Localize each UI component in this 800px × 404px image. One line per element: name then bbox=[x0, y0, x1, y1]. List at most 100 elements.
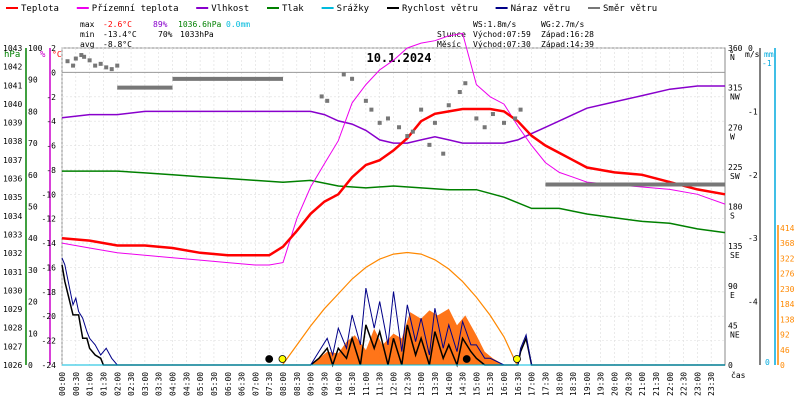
direction-tick: 225 bbox=[728, 163, 743, 172]
stat-max-temp: -2.6°C bbox=[103, 20, 132, 29]
direction-tick: 180 bbox=[728, 203, 743, 212]
humidity-tick: 80 bbox=[28, 107, 38, 116]
wind-direction-point bbox=[350, 76, 355, 81]
humidity-axis-label: % bbox=[40, 50, 46, 60]
x-tick-label: 02:00 bbox=[113, 372, 122, 396]
radiation-tick: 184 bbox=[780, 300, 795, 309]
x-tick-label: 15:00 bbox=[472, 372, 481, 396]
humidity-tick: 90 bbox=[28, 76, 38, 85]
x-tick-label: 14:00 bbox=[445, 372, 454, 396]
temperature-tick: -22 bbox=[42, 337, 57, 346]
pressure-tick: 1030 bbox=[3, 286, 22, 295]
temperature-tick: -20 bbox=[42, 312, 57, 321]
direction-compass-tick: S bbox=[730, 212, 735, 221]
temperature-axis-label: °C bbox=[52, 50, 62, 59]
pressure-tick: 1028 bbox=[3, 324, 22, 333]
wind-direction-point bbox=[341, 72, 346, 77]
sun-rise: Východ:07:59 bbox=[473, 30, 531, 39]
stat-max-hum: 89% bbox=[153, 20, 168, 29]
direction-compass-tick: N bbox=[730, 53, 735, 62]
temperature-tick: -4 bbox=[46, 117, 56, 126]
wind-direction-point bbox=[405, 134, 410, 139]
pressure-tick: 1043 bbox=[3, 44, 22, 53]
temperature-tick: -8 bbox=[46, 166, 56, 175]
event-moonrise bbox=[265, 355, 274, 363]
wind-tick: -2 bbox=[748, 171, 758, 180]
temperature-tick: -2 bbox=[46, 93, 56, 102]
pressure-tick: 1036 bbox=[3, 175, 22, 184]
wind-axis-label: m/s bbox=[745, 50, 760, 59]
x-tick-label: 05:30 bbox=[210, 372, 219, 396]
pressure-tick: 1037 bbox=[3, 156, 22, 165]
stat-avg-temp: -8.8°C bbox=[103, 40, 132, 49]
wind-direction-point bbox=[363, 98, 368, 103]
direction-compass-tick: W bbox=[730, 132, 735, 141]
x-tick-label: 20:00 bbox=[611, 372, 620, 396]
wind-direction-point bbox=[410, 129, 415, 134]
direction-tick: 90 bbox=[728, 282, 738, 291]
legend-label: Srážky bbox=[337, 4, 370, 14]
wind-direction-point bbox=[482, 125, 487, 130]
direction-compass-tick: NW bbox=[730, 93, 740, 102]
stat-wg: WG:2.7m/s bbox=[541, 20, 585, 29]
series-wind-speed bbox=[61, 264, 725, 368]
moon-label: Měsíc bbox=[437, 40, 461, 49]
humidity-tick: 50 bbox=[28, 203, 38, 212]
pressure-tick: 1040 bbox=[3, 100, 22, 109]
wind-direction-point bbox=[104, 65, 109, 70]
wind-direction-point bbox=[490, 112, 495, 117]
radiation-tick: 46 bbox=[780, 346, 790, 355]
wind-direction-point bbox=[427, 142, 432, 147]
stat-avg-label: avg bbox=[80, 40, 95, 49]
x-tick-label: 14:30 bbox=[459, 372, 468, 396]
pressure-tick: 1031 bbox=[3, 268, 22, 277]
radiation-tick: 414 bbox=[780, 224, 795, 233]
stat-max-precip: 0.0mm bbox=[226, 20, 250, 29]
series-ground-temperature bbox=[61, 32, 726, 266]
pressure-axis-label: hPa bbox=[4, 50, 20, 60]
chart-title: 10.1.2024 bbox=[366, 51, 431, 65]
moon-set: Západ:14:39 bbox=[541, 40, 594, 49]
temperature-tick: -12 bbox=[42, 215, 57, 224]
radiation-tick: 276 bbox=[780, 270, 795, 279]
x-tick-label: 05:00 bbox=[196, 372, 205, 396]
solar-theoretical-curve bbox=[281, 251, 518, 366]
direction-compass-tick: SE bbox=[730, 251, 740, 260]
sun-label: Slunce bbox=[437, 30, 466, 39]
x-tick-label: 10:00 bbox=[334, 372, 343, 396]
temperature-tick: -14 bbox=[42, 239, 57, 248]
temperature-tick: -18 bbox=[42, 288, 57, 297]
stat-max-label: max bbox=[80, 20, 95, 29]
x-tick-label: 10:30 bbox=[348, 372, 357, 396]
x-tick-label: 23:00 bbox=[693, 372, 702, 396]
stat-max-press: 1036.6hPa bbox=[178, 20, 222, 29]
direction-tick: 360 bbox=[728, 44, 743, 53]
x-tick-label: 03:30 bbox=[155, 372, 164, 396]
radiation-tick: 92 bbox=[780, 331, 790, 340]
radiation-tick: 0 bbox=[780, 361, 785, 370]
wind-direction-point bbox=[377, 120, 382, 125]
x-tick-label: 06:00 bbox=[224, 372, 233, 396]
x-tick-label: 07:30 bbox=[265, 372, 274, 396]
wind-direction-point bbox=[474, 116, 479, 121]
precip-tick: -1 bbox=[762, 59, 772, 68]
wind-direction-point bbox=[73, 56, 78, 61]
wind-direction-point bbox=[109, 67, 114, 72]
wind-direction-point bbox=[441, 151, 446, 156]
wind-direction-point bbox=[82, 54, 87, 59]
legend-label: Směr větru bbox=[603, 4, 657, 14]
direction-tick: 0 bbox=[728, 361, 733, 370]
x-tick-label: 01:00 bbox=[86, 372, 95, 396]
wind-tick: -1 bbox=[748, 107, 758, 116]
humidity-tick: 30 bbox=[28, 266, 38, 275]
x-tick-label: 01:30 bbox=[99, 372, 108, 396]
x-tick-label: 22:00 bbox=[666, 372, 675, 396]
x-tick-label: 17:30 bbox=[541, 372, 550, 396]
x-tick-label: 12:00 bbox=[390, 372, 399, 396]
humidity-tick: 0 bbox=[28, 361, 33, 370]
pressure-tick: 1026 bbox=[3, 361, 22, 370]
wind-tick: 0 bbox=[748, 44, 753, 53]
temperature-tick: -6 bbox=[46, 142, 56, 151]
x-tick-label: 08:00 bbox=[279, 372, 288, 396]
